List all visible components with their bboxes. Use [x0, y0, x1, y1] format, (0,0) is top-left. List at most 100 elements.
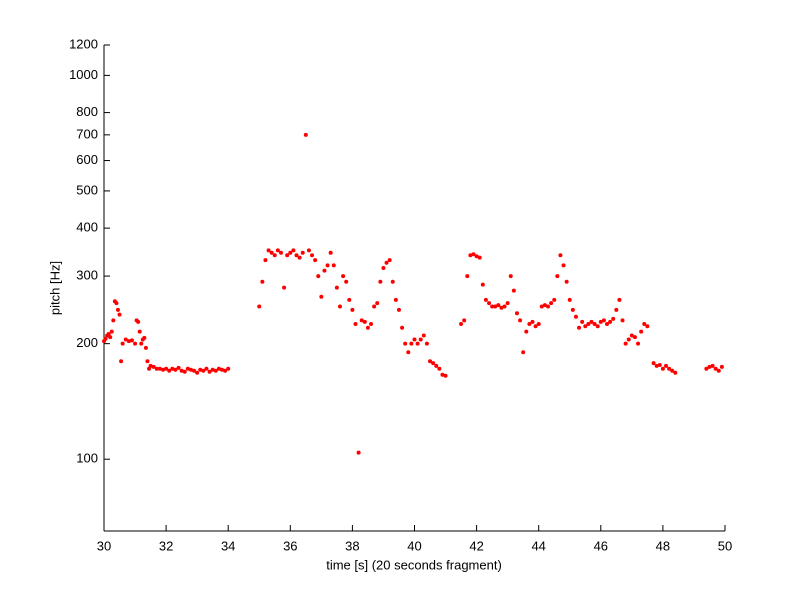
x-tick-label: 44: [531, 538, 545, 553]
point: [381, 265, 386, 270]
point: [285, 253, 290, 258]
point: [115, 307, 120, 312]
point: [157, 366, 162, 371]
point: [123, 337, 128, 342]
point: [617, 297, 622, 302]
point: [263, 258, 268, 263]
point: [623, 341, 628, 346]
point: [306, 248, 311, 253]
point: [524, 329, 529, 334]
point: [601, 318, 606, 323]
point: [145, 359, 150, 364]
point: [645, 324, 650, 329]
point: [632, 335, 637, 340]
point: [192, 368, 197, 373]
point: [109, 329, 114, 334]
point: [561, 263, 566, 268]
point: [390, 279, 395, 284]
point: [521, 350, 526, 355]
point: [204, 366, 209, 371]
point: [322, 268, 327, 273]
x-axis-label: time [s] (20 seconds fragment): [326, 557, 502, 572]
point: [319, 294, 324, 299]
point: [542, 303, 547, 308]
point: [424, 341, 429, 346]
point: [567, 297, 572, 302]
point: [126, 339, 131, 344]
point: [223, 368, 228, 373]
point: [589, 319, 594, 324]
point: [328, 250, 333, 255]
point: [154, 366, 159, 371]
y-tick-label: 700: [76, 126, 98, 141]
y-axis-label: pitch [Hz]: [47, 261, 62, 315]
point: [362, 319, 367, 324]
point: [313, 258, 318, 263]
point: [179, 368, 184, 373]
point: [139, 341, 144, 346]
point: [483, 297, 488, 302]
point: [555, 274, 560, 279]
point: [188, 367, 193, 372]
point: [316, 274, 321, 279]
x-tick-label: 30: [97, 538, 111, 553]
point: [440, 372, 445, 377]
point: [393, 297, 398, 302]
y-tick-label: 500: [76, 182, 98, 197]
point: [443, 373, 448, 378]
point: [490, 304, 495, 309]
x-tick-label: 32: [159, 538, 173, 553]
point: [651, 361, 656, 366]
point: [539, 304, 544, 309]
point: [129, 338, 134, 343]
point: [527, 322, 532, 327]
y-tick-label: 400: [76, 220, 98, 235]
point: [558, 253, 563, 258]
y-tick-label: 200: [76, 335, 98, 350]
point: [260, 279, 265, 284]
point: [667, 366, 672, 371]
x-tick-label: 48: [656, 538, 670, 553]
point: [704, 366, 709, 371]
point: [257, 304, 262, 309]
y-tick-label: 800: [76, 104, 98, 119]
point: [710, 363, 715, 368]
point: [272, 253, 277, 258]
point: [375, 301, 380, 306]
point: [310, 253, 315, 258]
point: [210, 367, 215, 372]
point: [533, 324, 538, 329]
point: [103, 336, 108, 341]
point: [114, 301, 119, 306]
point: [564, 279, 569, 284]
point: [148, 363, 153, 368]
point: [164, 366, 169, 371]
point: [502, 304, 507, 309]
point: [508, 274, 513, 279]
x-tick-label: 50: [718, 538, 732, 553]
point: [387, 258, 392, 263]
point: [518, 318, 523, 323]
point: [334, 285, 339, 290]
x-tick-label: 46: [594, 538, 608, 553]
point: [707, 364, 712, 369]
point: [642, 322, 647, 327]
point: [278, 250, 283, 255]
point: [477, 255, 482, 260]
point: [431, 361, 436, 366]
point: [219, 367, 224, 372]
x-tick-label: 38: [345, 538, 359, 553]
point: [331, 263, 336, 268]
point: [106, 331, 111, 336]
point: [142, 335, 147, 340]
point: [592, 322, 597, 327]
point: [530, 319, 535, 324]
point: [614, 307, 619, 312]
point: [356, 450, 361, 455]
point: [266, 248, 271, 253]
point: [108, 335, 113, 340]
point: [459, 322, 464, 327]
point: [605, 322, 610, 327]
point: [629, 333, 634, 338]
